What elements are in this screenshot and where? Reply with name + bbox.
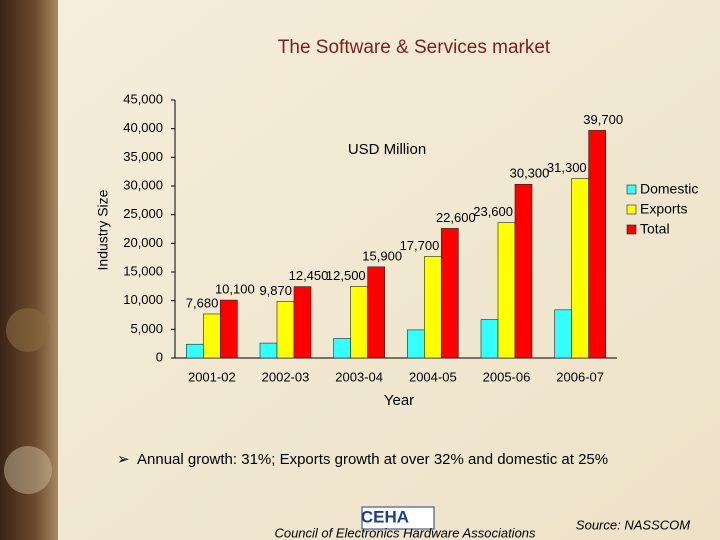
y-tick-label: 45,000 bbox=[123, 91, 163, 106]
legend-swatch bbox=[626, 224, 637, 235]
data-label: 10,100 bbox=[215, 282, 255, 297]
bar bbox=[367, 266, 385, 359]
decor-compass bbox=[4, 446, 52, 494]
legend-label: Exports bbox=[640, 201, 687, 217]
bar bbox=[554, 309, 572, 359]
bar bbox=[276, 301, 295, 359]
legend-label: Domestic bbox=[640, 181, 698, 197]
y-tick-label: 0 bbox=[156, 349, 163, 364]
x-tick-label: 2003-04 bbox=[335, 369, 383, 384]
legend-label: Total bbox=[640, 221, 670, 237]
annotation: USD Million bbox=[348, 141, 426, 158]
legend-swatch bbox=[626, 184, 637, 195]
bar bbox=[203, 313, 221, 359]
data-label: 15,900 bbox=[362, 248, 402, 263]
bar bbox=[350, 286, 368, 359]
y-tick-label: 25,000 bbox=[123, 206, 163, 221]
bar bbox=[588, 130, 606, 359]
x-axis-label: Year bbox=[384, 392, 414, 409]
bar bbox=[571, 178, 589, 359]
bar bbox=[441, 228, 459, 359]
legend-swatch bbox=[626, 204, 637, 215]
y-tick-label: 30,000 bbox=[123, 177, 163, 192]
y-axis-label: Industry Size bbox=[95, 189, 111, 270]
bar bbox=[293, 286, 312, 359]
x-tick-label: 2002-03 bbox=[262, 369, 310, 384]
bullet-marker: ➢ bbox=[117, 451, 130, 468]
data-label: 12,450 bbox=[289, 268, 329, 283]
decor-medal bbox=[6, 308, 50, 352]
logo-box bbox=[361, 506, 435, 530]
y-tick-label: 15,000 bbox=[123, 263, 163, 278]
bar bbox=[424, 256, 442, 359]
footer: Council of Electronics Hardware Associat… bbox=[274, 525, 536, 540]
y-tick-label: 5,000 bbox=[130, 321, 163, 336]
data-label: 39,700 bbox=[583, 112, 623, 127]
data-label: 7,680 bbox=[186, 295, 219, 310]
y-tick-label: 35,000 bbox=[123, 149, 163, 164]
data-label: 12,500 bbox=[326, 268, 366, 283]
bar bbox=[514, 183, 533, 359]
bar bbox=[407, 329, 425, 359]
bar bbox=[259, 342, 278, 359]
y-tick-label: 40,000 bbox=[123, 120, 163, 135]
x-tick-label: 2004-05 bbox=[409, 369, 457, 384]
chart-title: The Software & Services market bbox=[278, 37, 551, 58]
data-label: 9,870 bbox=[259, 283, 292, 298]
y-tick-label: 20,000 bbox=[123, 235, 163, 250]
y-tick-label: 10,000 bbox=[123, 292, 163, 307]
data-label: 23,600 bbox=[473, 204, 513, 219]
data-label: 17,700 bbox=[400, 238, 440, 253]
bullet-text: Annual growth: 31%; Exports growth at ov… bbox=[137, 451, 608, 468]
data-label: 22,600 bbox=[436, 210, 476, 225]
bar bbox=[480, 319, 499, 359]
bar bbox=[220, 299, 238, 359]
bar bbox=[333, 338, 351, 359]
data-label: 31,300 bbox=[547, 160, 587, 175]
x-tick-label: 2001-02 bbox=[188, 369, 236, 384]
bar bbox=[186, 343, 204, 359]
source: Source: NASSCOM bbox=[576, 517, 690, 532]
x-tick-label: 2005-06 bbox=[483, 369, 531, 384]
data-label: 30,300 bbox=[510, 166, 550, 181]
bar bbox=[497, 222, 516, 359]
x-tick-label: 2006-07 bbox=[556, 369, 604, 384]
logo: CEHA bbox=[361, 507, 409, 526]
